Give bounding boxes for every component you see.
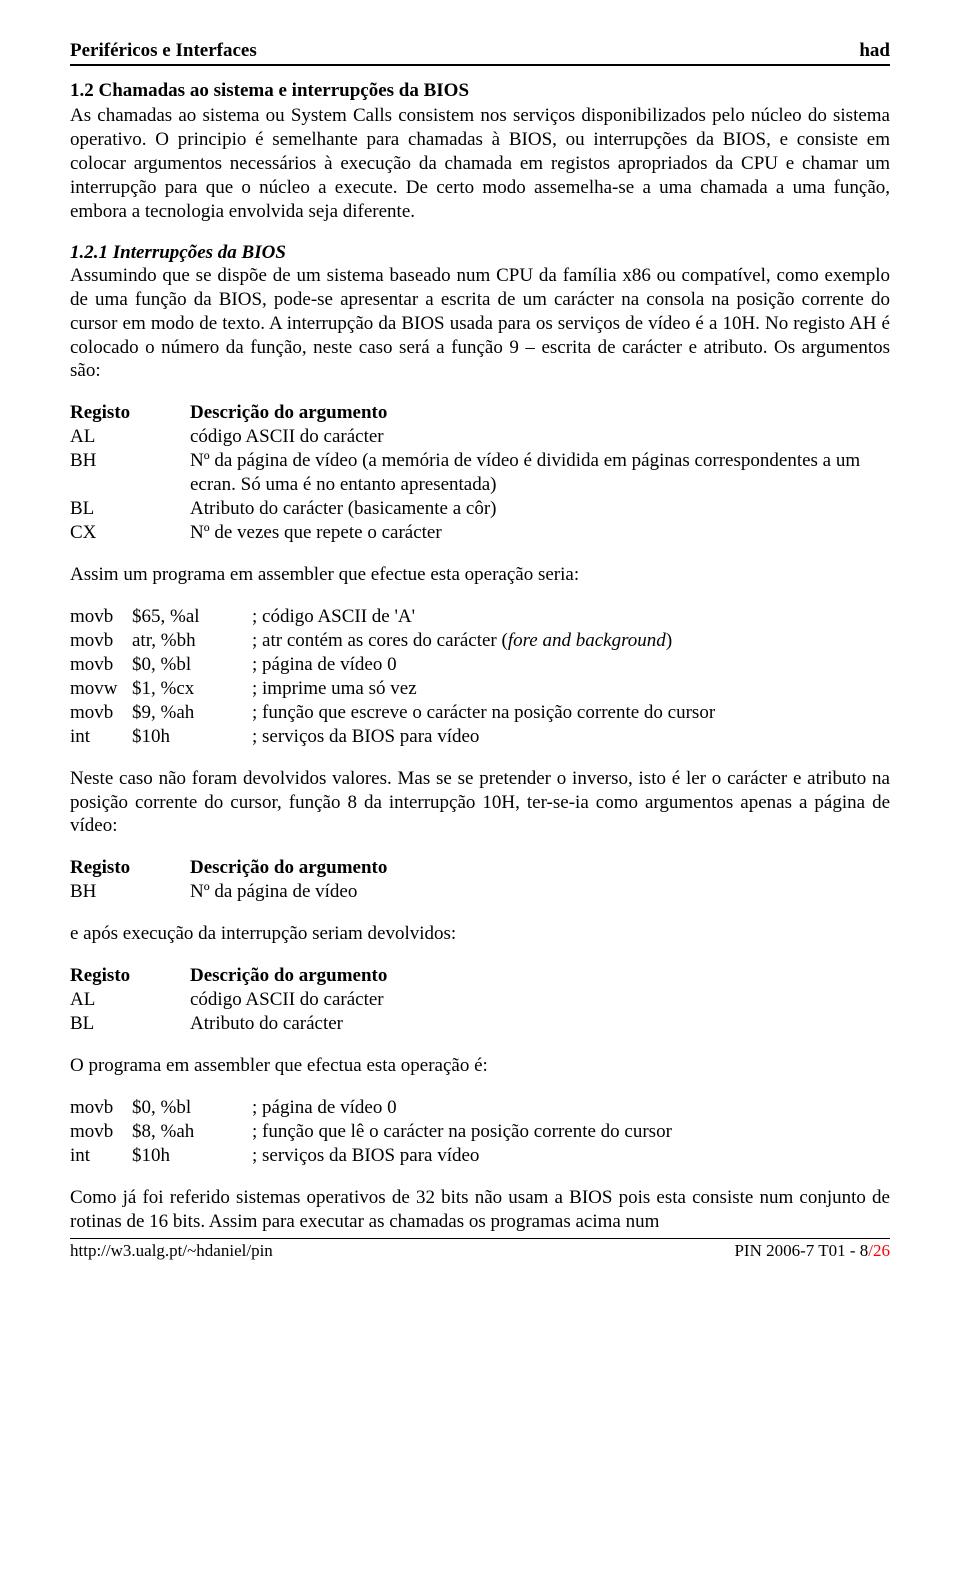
code-op: int bbox=[70, 1144, 132, 1168]
table-header: Registo bbox=[70, 856, 190, 880]
code-op: movb bbox=[70, 605, 132, 629]
table-row: Registo Descrição do argumento bbox=[70, 856, 890, 880]
arguments-table-2: Registo Descrição do argumento BH Nº da … bbox=[70, 856, 890, 904]
table-cell: Atributo do carácter (basicamente a côr) bbox=[190, 497, 890, 521]
code-op: movb bbox=[70, 1120, 132, 1144]
code-row: movb $9, %ah ; função que escreve o cará… bbox=[70, 701, 715, 725]
code-row: movb $0, %bl ; página de vídeo 0 bbox=[70, 653, 715, 677]
table-cell: código ASCII do carácter bbox=[190, 988, 890, 1012]
code-comment: ; função que lê o carácter na posição co… bbox=[252, 1120, 672, 1144]
section-1-2-1-heading: 1.2.1 Interrupções da BIOS bbox=[70, 242, 890, 264]
code-row: movw $1, %cx ; imprime uma só vez bbox=[70, 677, 715, 701]
table-cell: BH bbox=[70, 880, 190, 904]
code-comment: ; função que escreve o carácter na posiç… bbox=[252, 701, 715, 725]
code-arg: $8, %ah bbox=[132, 1120, 252, 1144]
code-arg: $10h bbox=[132, 1144, 252, 1168]
code-op: int bbox=[70, 725, 132, 749]
table-cell: CX bbox=[70, 521, 190, 545]
code-comment: ; serviços da BIOS para vídeo bbox=[252, 1144, 672, 1168]
footer-url: http://w3.ualg.pt/~hdaniel/pin bbox=[70, 1241, 273, 1261]
footer-total-pages: /26 bbox=[868, 1241, 890, 1260]
table-cell: Nº da página de vídeo (a memória de víde… bbox=[190, 449, 890, 497]
paragraph-apos: e após execução da interrupção seriam de… bbox=[70, 922, 890, 946]
code-comment: ; imprime uma só vez bbox=[252, 677, 715, 701]
code-row: int $10h ; serviços da BIOS para vídeo bbox=[70, 1144, 672, 1168]
code-op: movw bbox=[70, 677, 132, 701]
arguments-table-1: Registo Descrição do argumento AL código… bbox=[70, 401, 890, 545]
table-header: Descrição do argumento bbox=[190, 401, 890, 425]
table-cell: AL bbox=[70, 988, 190, 1012]
code-arg: $0, %bl bbox=[132, 653, 252, 677]
arguments-table-3: Registo Descrição do argumento AL código… bbox=[70, 964, 890, 1036]
page-header: Periféricos e Interfaces had bbox=[70, 40, 890, 66]
italic-text: fore and background bbox=[508, 630, 666, 651]
code-comment: ; código ASCII de 'A' bbox=[252, 605, 715, 629]
code-row: movb atr, %bh ; atr contém as cores do c… bbox=[70, 629, 715, 653]
footer-page-info: PIN 2006-7 T01 - 8/26 bbox=[734, 1241, 890, 1261]
code-op: movb bbox=[70, 701, 132, 725]
code-arg: $0, %bl bbox=[132, 1096, 252, 1120]
paragraph-neste: Neste caso não foram devolvidos valores.… bbox=[70, 767, 890, 839]
table-row: AL código ASCII do carácter bbox=[70, 425, 890, 449]
code-arg: atr, %bh bbox=[132, 629, 252, 653]
table-header: Descrição do argumento bbox=[190, 964, 890, 988]
code-comment: ; atr contém as cores do carácter (fore … bbox=[252, 629, 715, 653]
table-cell: BL bbox=[70, 497, 190, 521]
table-row: AL código ASCII do carácter bbox=[70, 988, 890, 1012]
table-header: Registo bbox=[70, 964, 190, 988]
table-row: BL Atributo do carácter (basicamente a c… bbox=[70, 497, 890, 521]
code-row: movb $0, %bl ; página de vídeo 0 bbox=[70, 1096, 672, 1120]
section-1-2-1-paragraph: Assumindo que se dispõe de um sistema ba… bbox=[70, 264, 890, 384]
code-op: movb bbox=[70, 1096, 132, 1120]
table-cell: Atributo do carácter bbox=[190, 1012, 890, 1036]
table-cell: BH bbox=[70, 449, 190, 497]
table-cell: Nº da página de vídeo bbox=[190, 880, 890, 904]
code-comment: ; página de vídeo 0 bbox=[252, 1096, 672, 1120]
table-row: BL Atributo do carácter bbox=[70, 1012, 890, 1036]
document-page: Periféricos e Interfaces had 1.2 Chamada… bbox=[0, 0, 960, 1281]
table-row: BH Nº da página de vídeo (a memória de v… bbox=[70, 449, 890, 497]
table-cell: Nº de vezes que repete o carácter bbox=[190, 521, 890, 545]
table-row: CX Nº de vezes que repete o carácter bbox=[70, 521, 890, 545]
table-row: BH Nº da página de vídeo bbox=[70, 880, 890, 904]
table-row: Registo Descrição do argumento bbox=[70, 964, 890, 988]
code-row: int $10h ; serviços da BIOS para vídeo bbox=[70, 725, 715, 749]
section-1-2-paragraph: As chamadas ao sistema ou System Calls c… bbox=[70, 104, 890, 224]
code-comment: ; página de vídeo 0 bbox=[252, 653, 715, 677]
table-cell: BL bbox=[70, 1012, 190, 1036]
code-row: movb $65, %al ; código ASCII de 'A' bbox=[70, 605, 715, 629]
code-comment: ; serviços da BIOS para vídeo bbox=[252, 725, 715, 749]
code-arg: $65, %al bbox=[132, 605, 252, 629]
code-listing-1: movb $65, %al ; código ASCII de 'A' movb… bbox=[70, 605, 715, 749]
code-row: movb $8, %ah ; função que lê o carácter … bbox=[70, 1120, 672, 1144]
table-row: Registo Descrição do argumento bbox=[70, 401, 890, 425]
code-arg: $10h bbox=[132, 725, 252, 749]
page-footer: http://w3.ualg.pt/~hdaniel/pin PIN 2006-… bbox=[70, 1238, 890, 1261]
section-1-2-heading: 1.2 Chamadas ao sistema e interrupções d… bbox=[70, 80, 890, 102]
code-arg: $9, %ah bbox=[132, 701, 252, 725]
paragraph-programa: O programa em assembler que efectua esta… bbox=[70, 1054, 890, 1078]
code-op: movb bbox=[70, 653, 132, 677]
table-header: Registo bbox=[70, 401, 190, 425]
paragraph-assim: Assim um programa em assembler que efect… bbox=[70, 563, 890, 587]
table-cell: código ASCII do carácter bbox=[190, 425, 890, 449]
code-arg: $1, %cx bbox=[132, 677, 252, 701]
table-cell: AL bbox=[70, 425, 190, 449]
paragraph-como: Como já foi referido sistemas operativos… bbox=[70, 1186, 890, 1234]
table-header: Descrição do argumento bbox=[190, 856, 890, 880]
code-op: movb bbox=[70, 629, 132, 653]
header-tag: had bbox=[859, 40, 890, 62]
header-title: Periféricos e Interfaces bbox=[70, 40, 257, 62]
code-listing-2: movb $0, %bl ; página de vídeo 0 movb $8… bbox=[70, 1096, 672, 1168]
